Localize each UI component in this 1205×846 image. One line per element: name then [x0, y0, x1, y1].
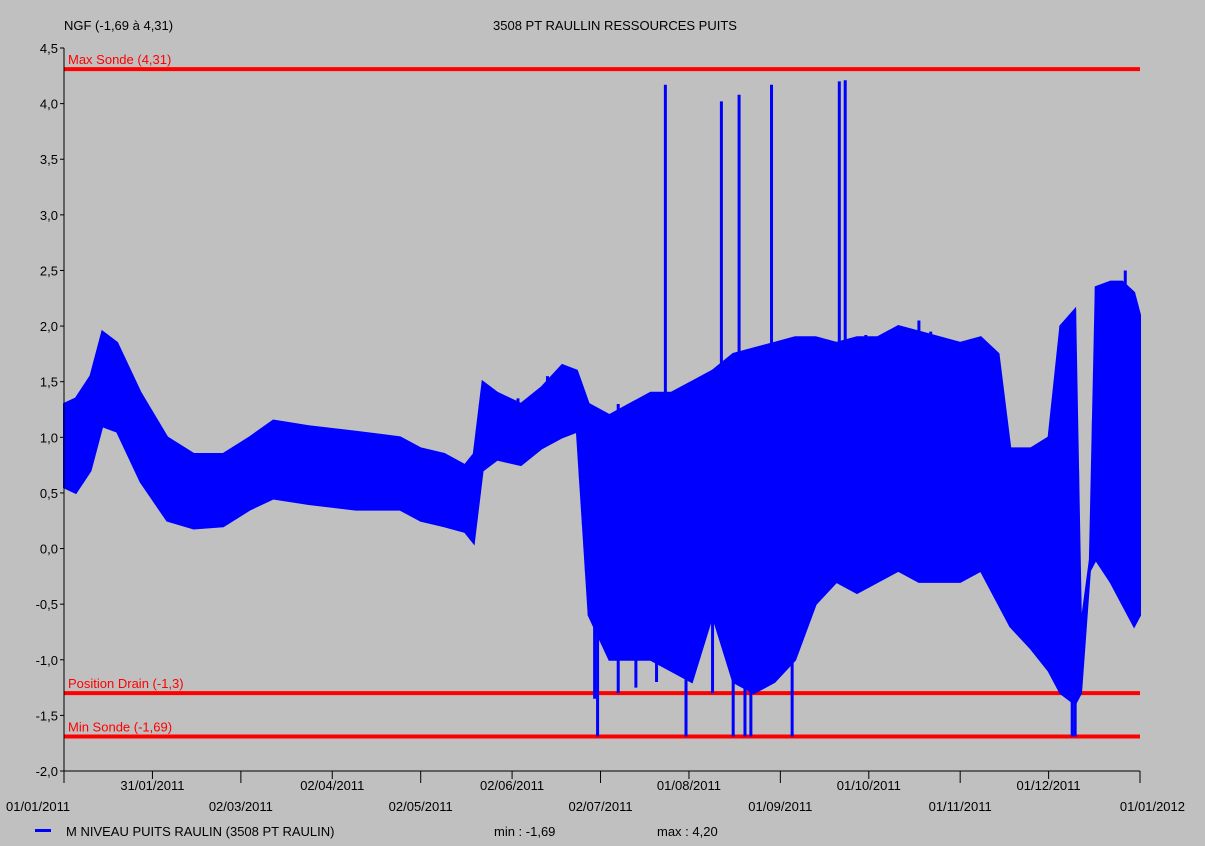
x-tick-label-upper-2: 02/06/2011: [480, 778, 544, 793]
x-tick-label-upper-4: 01/10/2011: [837, 778, 901, 793]
y-tick-label-6: 1,5: [40, 375, 58, 390]
y-tick-label-13: -2,0: [36, 764, 58, 779]
x-tick-label-lower-4: 01/09/2011: [748, 799, 812, 814]
y-tick-label-2: 3,5: [40, 152, 58, 167]
y-tick-label-0: 4,5: [40, 41, 58, 56]
x-tick-label-upper-1: 02/04/2011: [300, 778, 364, 793]
x-tick-label-lower-3: 02/07/2011: [568, 799, 632, 814]
y-tick-label-9: 0,0: [40, 542, 58, 557]
reference-line-label-0: Max Sonde (4,31): [68, 52, 171, 67]
y-tick-label-1: 4,0: [40, 97, 58, 112]
y-tick-label-7: 1,0: [40, 430, 58, 445]
reference-line-label-2: Min Sonde (-1,69): [68, 720, 172, 735]
x-tick-label-lower-5: 01/11/2011: [929, 799, 992, 814]
reference-lines: Max Sonde (4,31) Position Drain (-1,3) Min…: [64, 52, 1140, 739]
x-tick-label-upper-3: 01/08/2011: [657, 778, 721, 793]
legend-series-label: M NIVEAU PUITS RAULIN (3508 PT RAULIN): [66, 824, 335, 839]
x-tick-label-upper-5: 01/12/2011: [1017, 778, 1081, 793]
x-tick-label-lower-0: 01/01/2011: [6, 799, 70, 814]
legend-min-value: min : -1,69: [494, 824, 555, 839]
series-layer: [63, 80, 1141, 737]
axes-layer: 4,5 4,0 3,5 3,0 2,5 2,0 1,5 1,0 0,5 0,0 -0,5 -1,0 -1…: [6, 41, 1185, 814]
y-tick-label-8: 0,5: [40, 486, 58, 501]
y-tick-label-3: 3,0: [40, 208, 58, 223]
x-tick-label-upper-0: 31/01/2011: [120, 778, 184, 793]
y-tick-label-12: -1,5: [36, 708, 58, 723]
legend-series-swatch: [35, 829, 51, 832]
x-tick-label-lower-6: 01/01/2012: [1120, 799, 1185, 814]
y-tick-label-11: -1,0: [36, 653, 58, 668]
legend-max-value: max : 4,20: [657, 824, 718, 839]
reference-line-label-1: Position Drain (-1,3): [68, 676, 184, 691]
y-axis-label: NGF (-1,69 à 4,31): [64, 18, 173, 33]
x-tick-label-lower-1: 02/03/2011: [209, 799, 273, 814]
legend: M NIVEAU PUITS RAULIN (3508 PT RAULIN) m…: [35, 824, 718, 839]
x-tick-label-lower-2: 02/05/2011: [389, 799, 453, 814]
chart-title: 3508 PT RAULLIN RESSOURCES PUITS: [493, 18, 737, 33]
y-tick-label-4: 2,5: [40, 263, 58, 278]
y-tick-label-10: -0,5: [36, 597, 58, 612]
y-tick-label-5: 2,0: [40, 319, 58, 334]
